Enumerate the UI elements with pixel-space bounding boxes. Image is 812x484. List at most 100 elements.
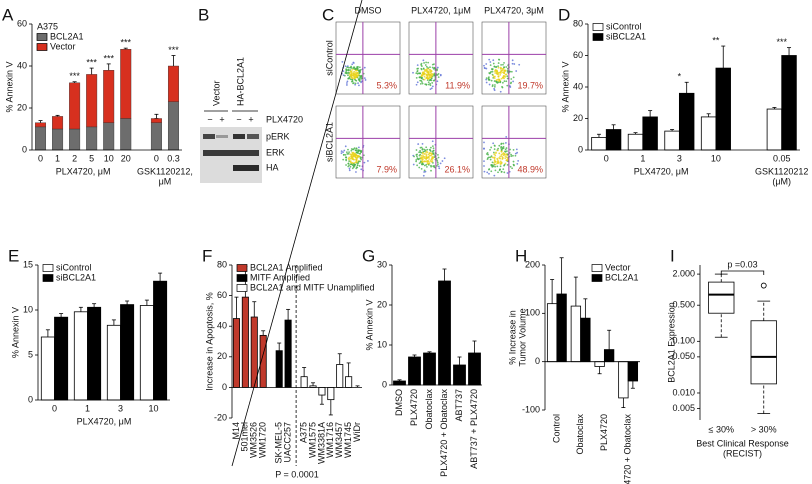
gate-percentage: 19.7%: [517, 80, 543, 90]
x-tick-label: WM1575: [307, 422, 317, 458]
flow-dot: [359, 71, 361, 74]
flow-dot: [420, 62, 423, 65]
bar: [678, 92, 695, 151]
flow-dot: [493, 80, 496, 82]
x-tick-label: 0: [38, 153, 43, 163]
flow-dot: [420, 154, 423, 157]
legend-swatch: [42, 264, 54, 272]
flow-dot: [505, 73, 508, 76]
flow-dot: [493, 174, 496, 177]
legend-swatch: [236, 264, 248, 272]
flow-dot: [503, 75, 506, 78]
y-tick-label: 80: [573, 18, 583, 28]
flow-plot: [408, 21, 474, 95]
flow-dot: [357, 162, 360, 165]
flow-dot: [355, 79, 358, 82]
flow-dot: [348, 164, 350, 167]
flow-dot: [431, 160, 434, 162]
y-tick-label: 0: [222, 382, 227, 392]
flow-dot: [499, 71, 502, 74]
flow-dot: [437, 72, 440, 75]
flow-dot: [421, 82, 424, 85]
flow-dot: [492, 59, 495, 62]
flow-dot: [363, 161, 366, 164]
bar-segment: [167, 65, 179, 102]
flow-dot: [432, 147, 435, 150]
flow-dot: [497, 75, 500, 78]
flow-dot: [423, 78, 426, 81]
flow-dot: [354, 149, 357, 152]
flow-dot: [353, 158, 355, 161]
flow-dot: [351, 63, 354, 66]
bar-segment: [103, 69, 115, 123]
legend-label: BCL2A1: [50, 31, 84, 41]
flow-dot: [432, 161, 434, 164]
flow-dot: [499, 80, 502, 83]
flow-dot: [350, 65, 353, 68]
flow-dot: [352, 61, 355, 64]
flow-dot: [359, 152, 361, 155]
bar: [106, 324, 121, 401]
flow-dot: [501, 71, 504, 74]
flow-dot: [506, 75, 509, 78]
treatment-sign: +: [248, 114, 253, 124]
flow-dot: [489, 158, 492, 161]
significance: ***: [86, 57, 97, 67]
flow-dot: [431, 73, 434, 76]
flow-dot: [418, 151, 420, 154]
x-tick-label: ABT737: [454, 389, 464, 422]
flow-dot: [357, 74, 360, 77]
flow-dot: [433, 67, 436, 70]
flow-dot: [357, 146, 360, 149]
flow-dot: [349, 160, 352, 163]
flow-dot: [486, 158, 489, 161]
flow-dot: [485, 67, 488, 70]
flow-dot: [343, 149, 346, 152]
flow-dot: [437, 76, 440, 78]
flow-dot: [416, 70, 419, 72]
flow-dot: [433, 73, 436, 76]
flow-dot: [342, 154, 345, 156]
flow-dot: [483, 170, 486, 173]
flow-dot: [497, 66, 500, 69]
flow-dot: [483, 165, 485, 167]
column-title: DMSO: [355, 5, 382, 15]
flow-dot: [358, 165, 361, 167]
flow-dot: [487, 78, 490, 81]
flow-dot: [351, 162, 354, 165]
bar: [73, 311, 88, 401]
flow-dot: [425, 65, 428, 68]
flow-dot: [489, 148, 491, 151]
flow-dot: [499, 155, 502, 158]
flow-dot: [352, 165, 355, 168]
legend-swatch: [236, 284, 248, 292]
bar: [594, 361, 605, 367]
flow-dot: [515, 70, 518, 72]
blot-panel: B Vector HA-BCL2A1 − + − + PLX4720 pERK …: [198, 5, 303, 183]
significance: ***: [120, 38, 131, 48]
y-axis-label: Increase in Apoptosis, %: [204, 292, 214, 391]
flow-dot: [432, 152, 435, 155]
y-tick-label: 10: [377, 339, 387, 349]
flow-dot: [347, 162, 350, 165]
flow-dot: [356, 164, 359, 167]
y-tick-label: 40: [17, 60, 27, 70]
flow-dot: [428, 162, 431, 165]
flow-dot: [499, 163, 502, 166]
flow-panel: C DMSO PLX4720, 1μM PLX4720, 3μM siControl 5…: [322, 5, 547, 179]
y-tick-label: 0.100: [672, 336, 695, 346]
y-tick-label: 20: [377, 299, 387, 309]
flow-dot: [436, 164, 438, 167]
flow-dot: [345, 164, 347, 166]
flow-dot: [419, 149, 421, 152]
bar: [627, 361, 639, 382]
flow-dot: [356, 72, 359, 75]
y-axis-label: % Annexin V: [4, 61, 14, 112]
flow-dot: [360, 75, 363, 78]
flow-dot: [353, 70, 356, 73]
bar: [423, 352, 436, 386]
legend-label: siControl: [56, 262, 92, 272]
flow-dot: [357, 160, 360, 163]
x-tick-label: 1: [640, 153, 645, 163]
flow-dot: [494, 169, 497, 172]
